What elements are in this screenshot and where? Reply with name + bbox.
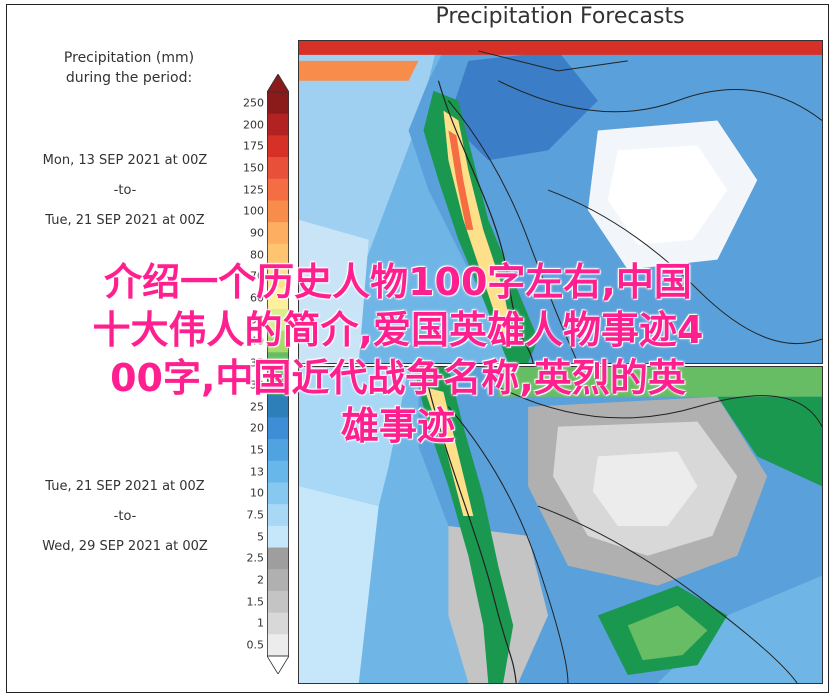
colorbar-tick-label: 13 <box>250 465 264 479</box>
colorbar-tick-label: 1.5 <box>246 595 265 609</box>
colorbar-tick-label: 5 <box>257 530 264 544</box>
colorbar-tick-label: 150 <box>243 161 264 175</box>
colorbar-tick-label: 250 <box>243 96 264 110</box>
colorbar-segment <box>267 243 289 267</box>
colorbar-tick-label: 35 <box>250 356 264 370</box>
colorbar-segment <box>267 612 289 635</box>
period-2-label: Tue, 21 SEP 2021 at 00Z -to- Wed, 29 SEP… <box>10 472 240 562</box>
colorbar-tick-label: 70 <box>250 269 264 283</box>
legend-title-line1: Precipitation (mm) <box>63 50 195 66</box>
colorbar-ticks: 250 200 175 150 125 100 90 80 70 60 50 40 35 30 25 20 15… <box>228 74 268 674</box>
overlay-line-4: 雄事迹 <box>340 404 455 448</box>
overlay-line-2: 十大伟人的简介,爱国英雄人物事迹4 <box>92 308 704 352</box>
colorbar-tick-label: 25 <box>250 400 264 414</box>
colorbar-segment <box>267 482 289 505</box>
colorbar-tick-label: 200 <box>243 118 264 132</box>
colorbar-segment <box>267 265 289 288</box>
colorbar-bottom-arrow <box>267 655 289 674</box>
overlay-line-3: 00字,中国近代战争名称,英烈的英 <box>110 356 686 400</box>
colorbar-segment <box>267 178 289 201</box>
colorbar-segment <box>267 308 289 332</box>
period-1-label: Mon, 13 SEP 2021 at 00Z -to- Tue, 21 SEP… <box>10 146 240 236</box>
period-2-start: Tue, 21 SEP 2021 at 00Z <box>45 479 205 494</box>
colorbar-segment <box>267 113 289 136</box>
colorbar-tick-label: 60 <box>250 291 264 305</box>
colorbar-segment <box>267 395 289 418</box>
period-1-sep: -to- <box>113 183 137 198</box>
overlay-watermark-text: 介绍一个历史人物100字左右,中国 十大伟人的简介,爱国英雄人物事迹4 00字,… <box>18 258 778 450</box>
legend-title: Precipitation (mm) during the period: <box>14 48 244 88</box>
colorbar-segment <box>267 504 289 527</box>
colorbar-segment <box>267 157 289 180</box>
colorbar-tick-label: 50 <box>250 313 264 327</box>
forecast-map-2 <box>298 366 823 684</box>
colorbar-tick-label: 0.5 <box>246 638 265 652</box>
colorbar-tick-label: 2 <box>257 573 264 587</box>
page-title: Precipitation Forecasts <box>435 4 685 29</box>
colorbar-tick-label: 2.5 <box>246 551 265 565</box>
colorbar-tick-label: 100 <box>243 204 264 218</box>
period-1-start: Mon, 13 SEP 2021 at 00Z <box>42 153 208 168</box>
colorbar-tick-label: 40 <box>250 334 264 348</box>
colorbar-segment <box>267 460 289 483</box>
colorbar-segment <box>267 439 289 462</box>
colorbar-segment <box>267 200 289 223</box>
colorbar-segment <box>267 287 289 310</box>
colorbar-tick-label: 125 <box>243 183 264 197</box>
colorbar-segment <box>267 547 289 570</box>
colorbar-segment <box>267 634 289 657</box>
colorbar-top-arrow <box>267 74 289 93</box>
period-2-sep: -to- <box>113 509 137 524</box>
colorbar-segment <box>267 525 289 549</box>
colorbar-segment <box>267 590 289 614</box>
colorbar-tick-label: 80 <box>250 248 264 262</box>
colorbar-segment <box>267 222 289 245</box>
precipitation-colorbar <box>267 74 289 674</box>
colorbar-segment <box>267 569 289 592</box>
colorbar-tick-label: 1 <box>257 616 264 630</box>
legend-title-line2: during the period: <box>65 70 193 86</box>
colorbar-segment <box>267 330 289 353</box>
colorbar-tick-label: 10 <box>250 486 264 500</box>
colorbar-segment <box>267 417 289 440</box>
colorbar-segment <box>267 92 289 115</box>
colorbar-tick-label: 7.5 <box>246 508 265 522</box>
colorbar-segment <box>267 374 289 397</box>
colorbar-segment <box>267 352 289 375</box>
colorbar-tick-label: 175 <box>243 139 264 153</box>
forecast-map-1 <box>298 40 823 364</box>
period-1-end: Tue, 21 SEP 2021 at 00Z <box>45 213 205 228</box>
colorbar-tick-label: 30 <box>250 378 264 392</box>
colorbar-tick-label: 15 <box>250 443 264 457</box>
period-2-end: Wed, 29 SEP 2021 at 00Z <box>42 539 208 554</box>
colorbar-tick-label: 20 <box>250 421 264 435</box>
overlay-line-1: 介绍一个历史人物100字左右,中国 <box>104 260 692 304</box>
colorbar-segment <box>267 135 289 158</box>
colorbar-tick-label: 90 <box>250 226 264 240</box>
